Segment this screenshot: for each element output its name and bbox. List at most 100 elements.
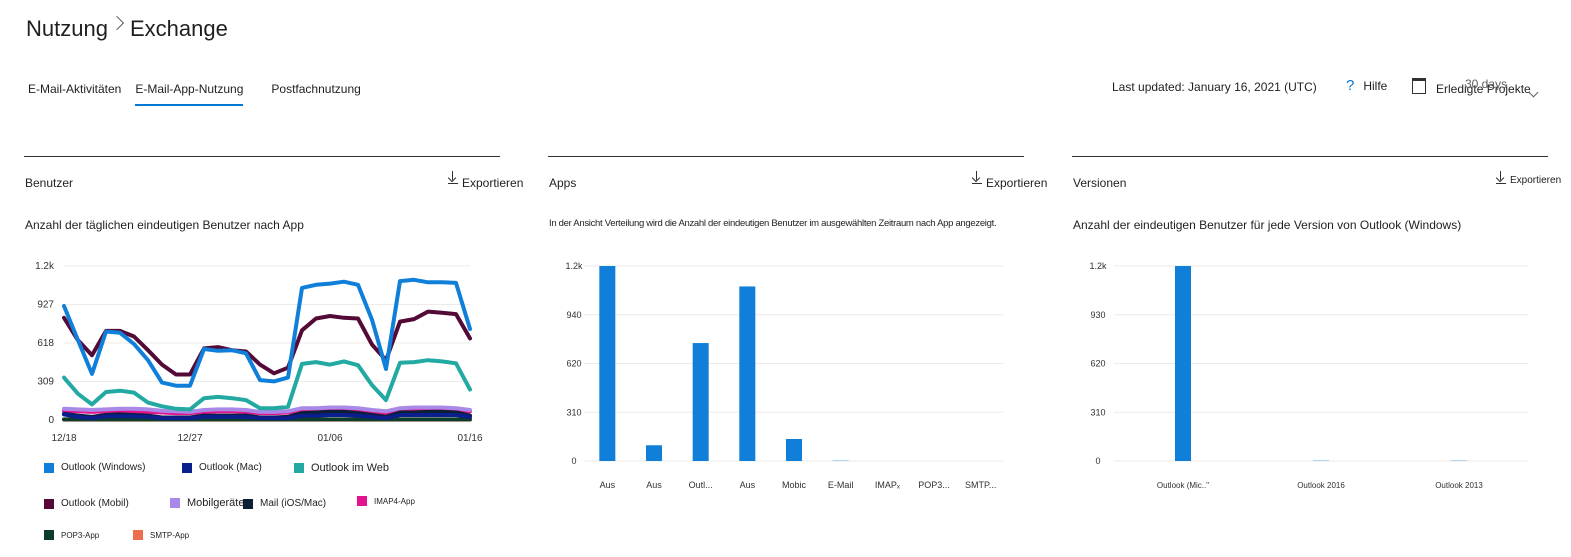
legend-swatch: [133, 530, 143, 540]
legend-swatch: [182, 462, 192, 473]
legend-swatch: [170, 498, 180, 508]
legend-swatch: [357, 496, 367, 506]
chart-subtitle-versions: Anzahl der eindeutigen Benutzer für jede…: [1073, 218, 1462, 232]
series-line-outlook-im-web: [62, 358, 472, 412]
y-tick-label: 618: [37, 338, 54, 349]
chart-subtitle-users: Anzahl der täglichen eindeutigen Benutze…: [25, 218, 304, 232]
bar: [692, 343, 709, 461]
legend-swatch: [294, 463, 304, 473]
y-tick-label: 927: [37, 300, 54, 311]
y-tick-label: 0: [48, 415, 54, 426]
legend-item-pop3[interactable]: POP3-App: [44, 530, 99, 540]
y-tick-label: 620: [1090, 359, 1105, 369]
card-divider-versions: [1072, 156, 1548, 157]
page-title: Exchange: [129, 16, 228, 41]
x-tick-label: SMTP...: [965, 480, 996, 490]
x-tick-label: POP3...: [918, 480, 950, 490]
breadcrumb: Nutzung Exchange: [26, 15, 228, 42]
legend-item-outlook-windows[interactable]: Outlook (Windows): [44, 462, 145, 473]
legend-swatch: [243, 498, 253, 509]
card-title-users: Benutzer: [25, 176, 74, 190]
download-icon: [971, 171, 982, 185]
legend-label: IMAP4-App: [374, 496, 415, 506]
legend-label: Outlook (Mobil): [61, 498, 129, 509]
legend-swatch: [44, 462, 54, 473]
y-tick-label: 310: [1090, 407, 1105, 417]
apps-bar-chart: 0 310 620 940 1.2k Aus Aus Outl... Aus Mobic E-Mai…: [565, 261, 1004, 490]
legend-swatch: [44, 530, 54, 540]
chevron-down-icon[interactable]: [1528, 83, 1539, 101]
done-projects-label[interactable]: Erledigte Projekte: [1436, 82, 1531, 96]
x-tick-label: Outlook (Mic..": [1157, 481, 1209, 490]
range-dropdown-value[interactable]: 30 days: [1465, 77, 1508, 91]
y-tick-label: 1.2k: [35, 261, 55, 272]
bar: [599, 266, 616, 461]
series-line-outlook-mac-: [62, 412, 472, 421]
y-tick-label: 0: [1095, 456, 1100, 466]
help-button[interactable]: ? Hilfe: [1346, 77, 1387, 94]
x-tick-label: Aus: [646, 480, 662, 490]
legend-item-imap4[interactable]: IMAP4-App: [357, 496, 415, 506]
x-tick-label: Mobic: [782, 480, 807, 490]
y-tick-label: 940: [566, 310, 581, 320]
download-icon: [1495, 171, 1506, 185]
export-button-versions[interactable]: Exportieren: [1495, 171, 1562, 186]
legend-item-outlook-mac[interactable]: Outlook (Mac): [182, 462, 262, 473]
y-tick-label: 310: [566, 407, 581, 417]
last-updated-text: Last updated: January 16, 2021 (UTC): [1112, 80, 1317, 94]
series-line-outlook-windows-: [62, 277, 472, 388]
bar: [1175, 266, 1191, 461]
x-tick-label: 12/27: [177, 433, 202, 444]
x-tick-label: 01/16: [457, 433, 482, 444]
chart-subtitle-apps: In der Ansicht Verteilung wird die Anzah…: [549, 218, 997, 229]
bar: [739, 286, 756, 461]
x-tick-label: 01/06: [317, 433, 342, 444]
legend-item-smtp[interactable]: SMTP-App: [133, 530, 189, 540]
bar: [646, 445, 662, 461]
legend-label: POP3-App: [61, 530, 100, 540]
legend-item-mobile-devices[interactable]: Mobilgeräte: [170, 497, 244, 509]
card-divider-users: [24, 156, 500, 157]
series-line-mobilger-te: [62, 405, 472, 414]
tab-email-activities[interactable]: E-Mail-Aktivitäten: [28, 82, 122, 96]
legend-label: Mobilgeräte: [187, 497, 245, 509]
x-tick-label: IMAPₓ: [875, 480, 900, 490]
tab-bar: E-Mail-Aktivitäten E-Mail-App-Nutzung Po…: [28, 82, 361, 106]
y-tick-label: 0: [571, 456, 576, 466]
tab-email-app-usage[interactable]: E-Mail-App-Nutzung: [135, 82, 244, 106]
x-tick-label: E-Mail: [828, 480, 854, 490]
export-button-apps[interactable]: Exportieren: [971, 171, 1048, 190]
legend-label: Mail (iOS/Mac): [260, 498, 327, 509]
export-button-users[interactable]: Exportieren: [447, 171, 524, 190]
breadcrumb-root[interactable]: Nutzung: [26, 16, 108, 41]
x-tick-label: Aus: [600, 480, 616, 490]
card-title-versions: Versionen: [1073, 176, 1127, 190]
help-label: Hilfe: [1363, 78, 1388, 93]
tab-mailbox-usage[interactable]: Postfachnutzung: [271, 82, 361, 96]
legend-label: Outlook (Mac): [199, 462, 262, 473]
card-title-apps: Apps: [549, 176, 577, 190]
export-label: Exportieren: [1510, 175, 1562, 186]
y-tick-label: 309: [37, 377, 54, 388]
x-tick-label: Outlook 2013: [1435, 481, 1483, 490]
y-tick-label: 1.2k: [1089, 261, 1107, 271]
versions-bar-chart: 0 310 620 930 1.2k Outlook (Mic.." Outlook 201…: [1089, 261, 1528, 490]
x-tick-label: Aus: [740, 480, 756, 490]
bar: [786, 438, 802, 461]
legend-item-outlook-web[interactable]: Outlook im Web: [294, 462, 389, 474]
card-divider-apps: [548, 156, 1024, 157]
legend-item-outlook-mobile[interactable]: Outlook (Mobil): [44, 498, 129, 509]
export-label: Exportieren: [986, 176, 1048, 190]
question-icon: ?: [1346, 77, 1355, 94]
legend-swatch: [44, 498, 54, 509]
legend-label: SMTP-App: [150, 530, 190, 540]
legend-item-mail-ios-mac[interactable]: Mail (iOS/Mac): [243, 498, 326, 509]
download-icon: [447, 171, 458, 185]
series-line-outlook-mobil-: [62, 309, 472, 377]
users-line-chart: 0 309 618 927 1.2k 12/18 12/27 01/06 01/16: [35, 261, 483, 444]
x-tick-label: Outlook 2016: [1297, 481, 1345, 490]
export-label: Exportieren: [462, 176, 524, 190]
legend-label: Outlook (Windows): [61, 462, 146, 473]
y-tick-label: 1.2k: [565, 261, 583, 271]
y-tick-label: 930: [1090, 310, 1105, 320]
